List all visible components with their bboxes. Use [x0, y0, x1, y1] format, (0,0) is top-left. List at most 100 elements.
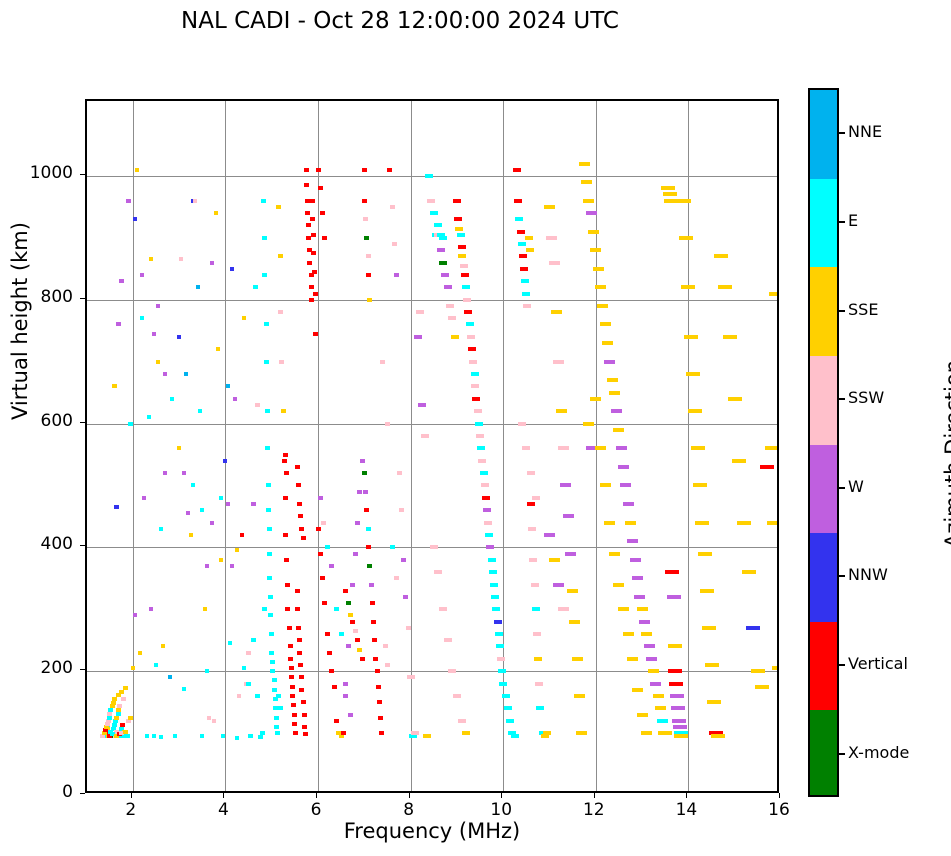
- data-point: [266, 576, 272, 581]
- x-axis-tick: [130, 793, 132, 798]
- data-point: [372, 638, 377, 643]
- data-point: [540, 734, 549, 739]
- data-point: [320, 576, 326, 581]
- data-point: [506, 718, 515, 723]
- data-point: [629, 557, 641, 562]
- data-point: [513, 167, 522, 172]
- data-point: [321, 520, 327, 525]
- data-point: [666, 594, 681, 599]
- data-point: [429, 545, 438, 550]
- data-point: [443, 638, 452, 643]
- data-point: [186, 511, 191, 516]
- data-point: [338, 632, 344, 637]
- data-point: [163, 471, 168, 476]
- data-point: [613, 427, 625, 432]
- data-point: [746, 625, 761, 630]
- data-point: [334, 718, 340, 723]
- data-point: [495, 644, 504, 649]
- data-point: [709, 731, 724, 736]
- data-point: [413, 334, 422, 339]
- data-point: [476, 433, 485, 438]
- data-point: [128, 715, 134, 720]
- data-point: [476, 446, 485, 451]
- data-point: [156, 359, 161, 364]
- data-point: [384, 662, 390, 667]
- data-point: [366, 545, 372, 550]
- data-point: [193, 198, 198, 203]
- data-point: [271, 687, 277, 692]
- data-point: [599, 322, 611, 327]
- data-point: [324, 545, 330, 550]
- data-point: [469, 359, 478, 364]
- x-axis-tick: [316, 793, 318, 798]
- data-point: [544, 204, 555, 209]
- data-point: [300, 700, 306, 705]
- data-point: [246, 650, 252, 655]
- data-point: [296, 483, 302, 488]
- x-axis-label: Frequency (MHz): [343, 819, 521, 843]
- data-point: [544, 532, 555, 537]
- data-point: [401, 557, 407, 562]
- gridline-vertical: [225, 101, 226, 791]
- data-point: [736, 520, 751, 525]
- data-point: [135, 167, 140, 172]
- data-point: [262, 235, 268, 240]
- data-point: [711, 734, 726, 739]
- data-point: [543, 731, 552, 736]
- data-point: [352, 628, 358, 633]
- data-point: [113, 733, 119, 738]
- data-point: [529, 557, 538, 562]
- data-point: [211, 718, 216, 723]
- data-point: [686, 372, 701, 377]
- data-point: [248, 734, 254, 739]
- data-point: [140, 316, 145, 321]
- gridline-vertical: [503, 101, 504, 791]
- data-point: [177, 446, 182, 451]
- data-point: [567, 588, 579, 593]
- data-point: [158, 735, 163, 740]
- data-point: [225, 384, 230, 389]
- data-point: [658, 731, 673, 736]
- data-point: [297, 514, 303, 519]
- data-point: [111, 723, 117, 728]
- data-point: [263, 359, 269, 364]
- data-point: [123, 685, 129, 690]
- data-point: [422, 734, 431, 739]
- data-point: [569, 619, 581, 624]
- data-point: [260, 198, 266, 203]
- data-point: [520, 266, 529, 271]
- data-point: [125, 719, 131, 724]
- data-point: [278, 310, 284, 315]
- data-point: [480, 483, 489, 488]
- colorbar-segment-x-mode: [810, 710, 837, 795]
- data-point: [109, 704, 115, 709]
- data-point: [389, 204, 395, 209]
- data-point: [641, 731, 653, 736]
- data-point: [308, 297, 314, 302]
- data-point: [307, 248, 313, 253]
- data-point: [266, 551, 272, 556]
- y-axis-tick-label: 1000: [29, 162, 73, 183]
- plot-area: [85, 99, 779, 793]
- data-point: [523, 303, 532, 308]
- data-point: [329, 563, 335, 568]
- data-point: [345, 644, 351, 649]
- data-point: [361, 471, 367, 476]
- data-point: [489, 582, 498, 587]
- data-point: [650, 681, 662, 686]
- data-point: [516, 229, 525, 234]
- data-point: [207, 715, 212, 720]
- data-point: [151, 734, 156, 739]
- data-point: [103, 734, 109, 739]
- data-point: [462, 731, 471, 736]
- data-point: [522, 446, 531, 451]
- data-point: [270, 669, 276, 674]
- data-point: [625, 520, 637, 525]
- data-point: [114, 730, 120, 735]
- x-axis-tick-label: 16: [768, 800, 790, 820]
- data-point: [191, 198, 196, 203]
- data-point: [230, 266, 235, 271]
- data-point: [475, 421, 484, 426]
- data-point: [484, 520, 493, 525]
